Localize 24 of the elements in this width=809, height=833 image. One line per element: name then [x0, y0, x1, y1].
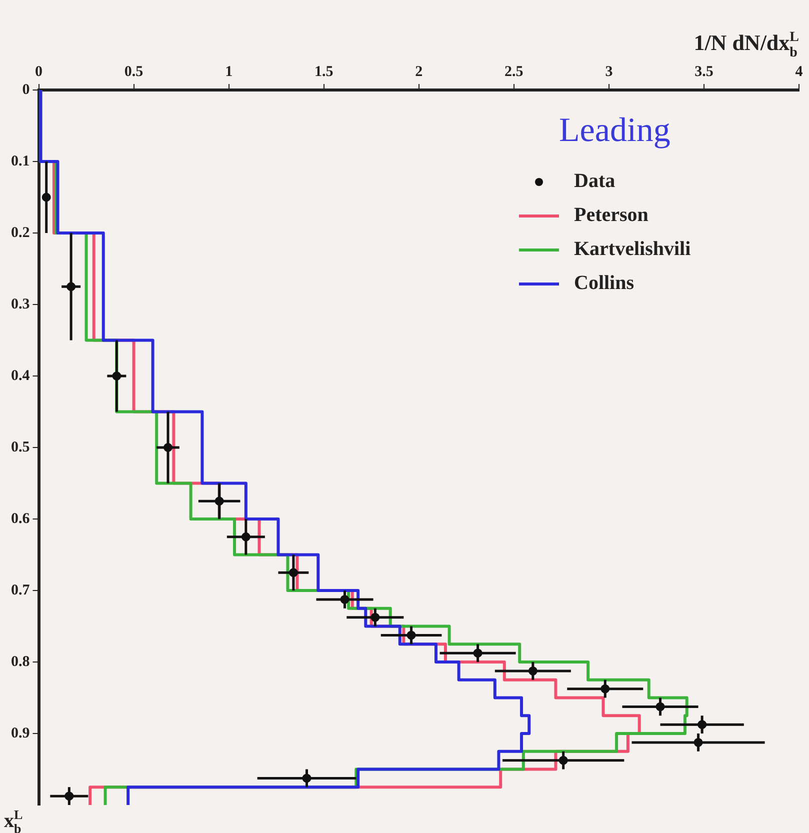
y-tick-label: 0.3	[11, 296, 30, 312]
legend-label: Peterson	[574, 204, 648, 226]
x-tick-label: 0	[35, 64, 42, 80]
x-tick-label: 3.5	[694, 64, 714, 80]
y-tick-label: 0	[22, 82, 30, 98]
y-tick-label: 0.1	[11, 153, 30, 170]
legend-label: Data	[574, 170, 616, 192]
y-tick-label: 0.9	[11, 725, 30, 742]
x-tick-label: 0.5	[124, 64, 144, 80]
legend-title: Leading	[559, 112, 670, 149]
y-tick-label: 0.5	[11, 439, 30, 456]
y-tick-label: 0.4	[11, 368, 30, 384]
x-tick-label: 2.5	[504, 64, 524, 80]
y-tick-label: 0.7	[11, 582, 30, 598]
y-tick-label: 0.8	[11, 654, 30, 670]
x-tick-label: 3	[605, 64, 613, 80]
legend-label: Kartvelishvili	[574, 238, 692, 260]
x-tick-label: 1	[225, 64, 233, 80]
legend-label: Collins	[574, 272, 634, 294]
x-tick-label: 2	[415, 64, 423, 80]
x-tick-label: 4	[795, 64, 804, 80]
y-tick-label: 0.2	[11, 224, 30, 241]
x-tick-label: 1.5	[314, 64, 334, 80]
y-tick-label: 0.6	[11, 510, 30, 527]
